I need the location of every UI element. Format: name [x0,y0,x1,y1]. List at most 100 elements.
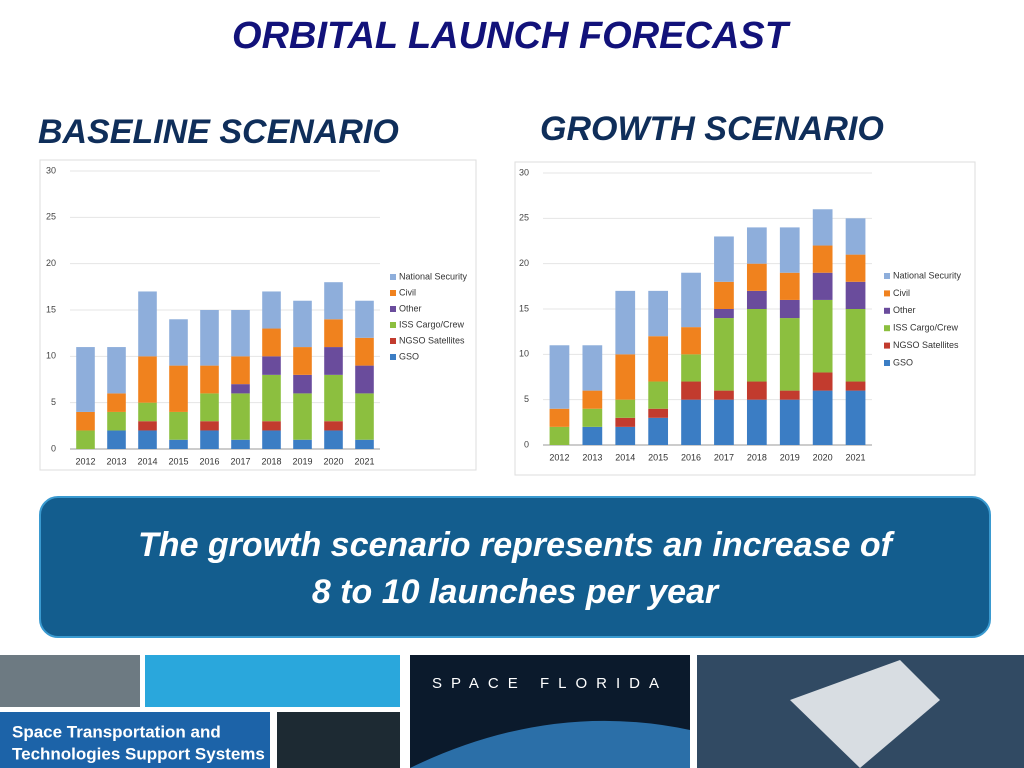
bar-segment [324,421,343,431]
bar-segment [615,399,636,418]
bar-segment [293,393,312,440]
chart-title: GROWTH SCENARIO [540,110,884,148]
y-tick-label: 0 [51,443,56,453]
bar-segment [76,347,95,412]
bar-segment [355,393,374,440]
photo [277,712,400,768]
bar-segment [582,408,603,427]
bar-segment [355,337,374,366]
bar-segment [812,272,833,300]
bar-segment [231,384,250,394]
footer-text: Space Transportation and [12,722,221,741]
bar-segment [324,374,343,422]
bar-segment [845,381,866,391]
bar-segment [746,399,767,445]
legend-swatch [390,322,396,328]
bar-segment [549,408,570,427]
bar-segment [582,426,603,445]
callout-text: The growth scenario represents an increa… [138,526,896,564]
x-tick-label: 2017 [230,456,250,466]
legend-label: ISS Cargo/Crew [893,323,959,333]
y-tick-label: 20 [519,258,529,268]
bar-segment [231,439,250,449]
bar-segment [231,356,250,385]
x-tick-label: 2019 [780,452,800,462]
bar-segment [200,365,219,394]
x-tick-label: 2015 [648,452,668,462]
y-tick-label: 10 [46,351,56,361]
bar-segment [138,430,157,449]
x-tick-label: 2017 [714,452,734,462]
bar-segment [648,381,669,409]
bar-segment [648,408,669,418]
y-tick-label: 15 [46,304,56,314]
photo [0,655,140,707]
bar-segment [615,417,636,427]
x-tick-label: 2014 [137,456,157,466]
bar-segment [779,390,800,400]
bar-segment [714,309,734,319]
legend-label: National Security [399,271,468,281]
bar-segment [779,318,800,391]
legend-swatch [884,273,890,279]
bar-segment [681,272,701,328]
legend-label: GSO [893,357,913,367]
x-tick-label: 2019 [292,456,312,466]
bar-segment [324,430,343,449]
legend-swatch [884,342,890,349]
earth-graphic [410,720,690,768]
legend-swatch [390,354,396,360]
bar-segment [845,254,866,282]
banner [0,712,270,768]
bar-segment [355,300,374,338]
bar-segment [812,390,833,445]
bar-segment [262,374,281,422]
bar-segment [779,399,800,445]
legend-label: NGSO Satellites [399,335,465,345]
bar-segment [845,390,866,445]
bar-segment [582,390,603,409]
bar-segment [812,245,833,273]
bar-segment [615,354,636,400]
x-tick-label: 2012 [75,456,95,466]
bar-segment [648,336,669,382]
x-tick-label: 2018 [747,452,767,462]
bar-segment [107,393,126,412]
bar-segment [779,299,800,319]
x-tick-label: 2021 [846,452,866,462]
x-tick-label: 2013 [582,452,602,462]
x-tick-label: 2014 [615,452,635,462]
bar-segment [746,290,767,309]
y-tick-label: 25 [519,213,529,223]
x-tick-label: 2020 [323,456,343,466]
bar-segment [169,365,188,412]
bar-segment [812,372,833,391]
slide-title: ORBITAL LAUNCH FORECAST [232,15,791,57]
bar-segment [648,290,669,337]
bar-segment [262,291,281,329]
banner [145,655,400,707]
bar-segment [746,263,767,291]
legend-swatch [884,325,890,332]
logo-text: SPACE FLORIDA [432,675,668,692]
chart-title: BASELINE SCENARIO [38,113,399,151]
legend-label: GSO [399,351,419,361]
bar-segment [138,356,157,403]
bar-segment [76,411,95,431]
y-tick-label: 15 [519,303,529,313]
bar-segment [262,421,281,431]
y-tick-label: 5 [51,397,56,407]
bar-segment [845,281,866,309]
bar-segment [355,439,374,449]
bar-segment [845,309,866,382]
bar-segment [681,327,701,355]
legend-label: NGSO Satellites [893,340,959,350]
y-tick-label: 0 [524,439,529,449]
legend-swatch [390,338,396,344]
bar-segment [714,399,734,445]
bar-segment [293,374,312,394]
bar-segment [714,236,734,282]
y-tick-label: 25 [46,212,56,222]
legend-swatch [884,360,890,366]
